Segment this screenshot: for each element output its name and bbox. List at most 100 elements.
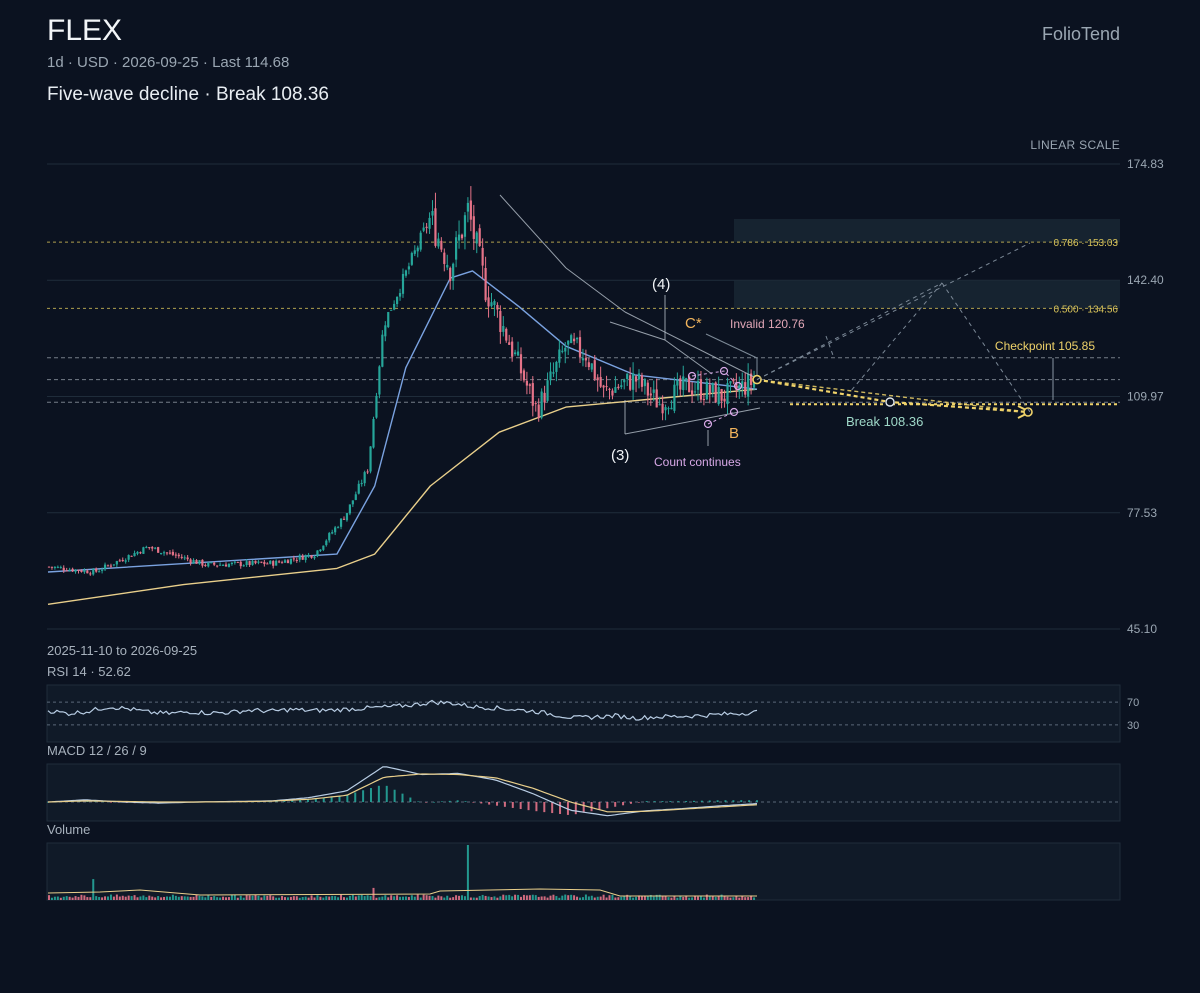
- volume-bar: [322, 897, 325, 900]
- volume-bar: [390, 895, 393, 900]
- macd-histogram-bar: [322, 797, 325, 802]
- volume-bar: [204, 897, 207, 900]
- volume-bar: [145, 897, 148, 900]
- candle-body: [50, 566, 54, 568]
- volume-bar: [210, 896, 213, 900]
- candle-body: [605, 386, 608, 388]
- candle-body: [478, 228, 481, 247]
- wave-3-label: (3): [611, 447, 629, 464]
- candle-body: [112, 564, 115, 566]
- candle-body: [98, 571, 101, 573]
- macd-histogram-bar: [692, 800, 695, 802]
- candle-body: [154, 547, 157, 549]
- macd-histogram-bar: [543, 802, 546, 813]
- volume-bar: [157, 896, 160, 900]
- volume-bar: [189, 896, 192, 900]
- volume-bar: [475, 897, 478, 900]
- volume-bar: [587, 896, 590, 900]
- volume-bar: [399, 896, 402, 900]
- candle-body: [685, 378, 688, 380]
- macd-histogram-bar: [661, 801, 664, 802]
- volume-bar: [626, 894, 629, 900]
- volume-bar: [168, 896, 171, 900]
- volume-bar: [466, 845, 469, 900]
- candle-body: [596, 377, 599, 381]
- volume-bar: [508, 894, 511, 900]
- candle-body: [490, 302, 493, 307]
- macd-histogram-bar: [582, 802, 585, 813]
- candle-body: [646, 382, 649, 396]
- wave-labels: (4) (3) C* B Count continues: [611, 276, 741, 469]
- candle-body: [219, 564, 222, 566]
- volume-bar: [275, 897, 278, 900]
- candle-body: [440, 240, 443, 250]
- volume-bar: [56, 896, 59, 900]
- volume-bar: [393, 896, 396, 900]
- candle-body: [301, 555, 304, 560]
- volume-bar: [316, 895, 319, 900]
- volume-bar: [705, 894, 708, 900]
- volume-bar: [419, 897, 422, 900]
- candle-body: [446, 264, 449, 268]
- volume-bar: [413, 896, 416, 900]
- volume-bar: [567, 895, 570, 900]
- candle-body: [189, 559, 192, 563]
- macd-histogram-bar: [622, 802, 625, 806]
- candle-body: [83, 570, 86, 573]
- volume-bar: [201, 896, 204, 900]
- count-marker: [733, 381, 743, 391]
- candle-body: [475, 232, 478, 244]
- candle-body: [280, 562, 284, 564]
- macd-histogram-bar: [496, 802, 499, 806]
- volume-bar: [180, 896, 183, 900]
- volume-bar: [561, 895, 564, 900]
- candle-body: [546, 380, 549, 401]
- volume-bar: [151, 896, 154, 900]
- candle-body: [92, 569, 95, 575]
- target-zones: [734, 218, 1120, 309]
- candle-body: [540, 391, 543, 418]
- volume-bar: [257, 895, 260, 900]
- candle-body: [587, 362, 590, 368]
- candle-body: [263, 562, 266, 565]
- volume-bar: [649, 894, 652, 900]
- volume-bar: [458, 895, 461, 900]
- candle-body: [463, 215, 467, 237]
- candle-body: [174, 554, 177, 556]
- volume-bar: [428, 895, 431, 900]
- volume-bar: [348, 895, 351, 900]
- volume-bar: [360, 894, 363, 900]
- volume-bar: [750, 895, 753, 900]
- candle-body: [162, 552, 166, 554]
- candle-body: [86, 570, 89, 574]
- candle-body: [168, 552, 172, 554]
- candle-body: [230, 562, 233, 565]
- macd-histogram-bar: [677, 801, 680, 802]
- candle-body: [316, 550, 319, 557]
- candle-body: [142, 547, 145, 554]
- volume-bar: [744, 897, 747, 900]
- y-tick-label: 142.40: [1127, 273, 1164, 287]
- candle-body: [278, 561, 281, 563]
- volume-bar: [104, 896, 107, 900]
- volume-bar: [369, 896, 372, 900]
- candle-body: [629, 375, 632, 390]
- volume-bar: [635, 896, 638, 900]
- volume-bar: [531, 894, 534, 900]
- volume-bar: [71, 897, 74, 900]
- candle-body: [204, 565, 207, 567]
- volume-bar: [230, 894, 233, 900]
- volume-bar: [593, 897, 596, 900]
- scale-mode-label[interactable]: LINEAR SCALE: [1030, 138, 1120, 152]
- macd-histogram-bar: [700, 800, 703, 802]
- count-marker: [729, 407, 739, 417]
- candle-body: [106, 565, 110, 567]
- candle-body: [133, 553, 136, 557]
- volume-bar: [115, 894, 118, 900]
- volume-bar: [655, 894, 658, 900]
- candle-body: [401, 273, 405, 294]
- target-zone: [734, 280, 1120, 309]
- volume-bar: [461, 895, 463, 900]
- candle-body: [387, 312, 390, 328]
